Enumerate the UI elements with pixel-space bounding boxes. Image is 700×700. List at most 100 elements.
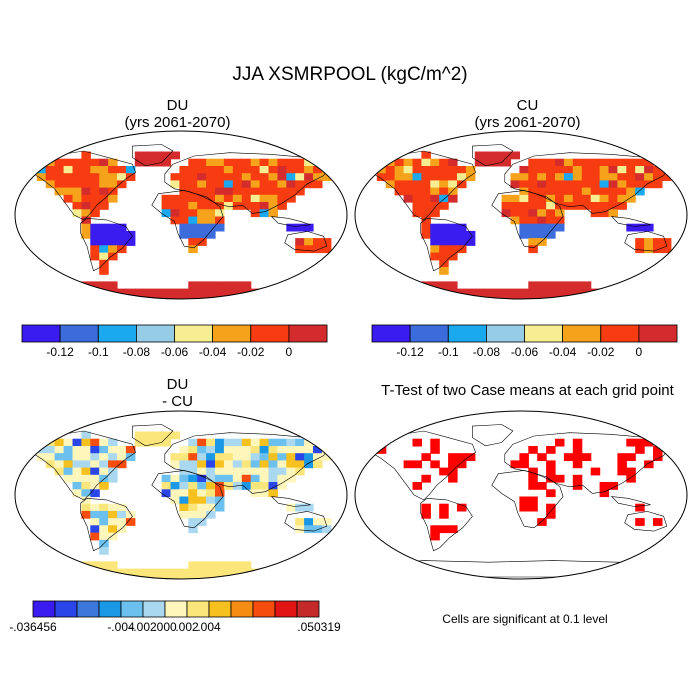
map-cell bbox=[108, 245, 118, 254]
map-cell bbox=[90, 568, 100, 577]
colorbar-tick-label: -0.1 bbox=[88, 345, 109, 359]
map-cell bbox=[188, 438, 198, 447]
map-cell bbox=[519, 230, 529, 239]
map-cell bbox=[555, 173, 565, 181]
map-cell bbox=[295, 238, 305, 246]
panel-diff-title: DU - CU bbox=[5, 376, 350, 410]
map-cell bbox=[465, 230, 476, 239]
map-cell bbox=[179, 187, 189, 196]
map-cell bbox=[555, 474, 565, 483]
map-cell bbox=[63, 194, 74, 203]
map-cell bbox=[125, 446, 136, 454]
map-cell bbox=[599, 158, 610, 167]
map-cell bbox=[90, 252, 100, 261]
map-cell bbox=[99, 223, 109, 232]
map-cell bbox=[143, 288, 154, 297]
map-cell bbox=[330, 568, 341, 577]
colorbar-swatch bbox=[524, 324, 564, 343]
map-cell bbox=[36, 453, 47, 461]
map-cell bbox=[412, 166, 422, 174]
map-cell bbox=[63, 180, 74, 189]
coastline-sa bbox=[420, 217, 473, 272]
map-cell bbox=[81, 202, 91, 210]
map-cell bbox=[161, 288, 172, 297]
map-panel-cu bbox=[359, 144, 687, 299]
map-cell bbox=[90, 561, 100, 570]
map-cell bbox=[599, 482, 610, 490]
map-cell bbox=[63, 438, 74, 447]
map-cell bbox=[321, 173, 332, 181]
map-cell bbox=[439, 510, 449, 519]
map-cell bbox=[197, 482, 207, 490]
map-cell bbox=[617, 158, 627, 167]
map-cell bbox=[385, 166, 396, 174]
map-cell bbox=[546, 194, 556, 203]
map-cell bbox=[510, 288, 520, 297]
map-cell bbox=[259, 446, 270, 454]
map-cell bbox=[197, 474, 207, 483]
map-cell bbox=[510, 173, 520, 181]
map-cell bbox=[448, 281, 458, 290]
map-cell bbox=[206, 223, 216, 232]
map-cell bbox=[295, 575, 305, 579]
map-cell bbox=[206, 288, 216, 297]
map-cell bbox=[339, 568, 347, 577]
map-cell bbox=[528, 482, 538, 490]
map-cell bbox=[188, 209, 198, 218]
map-cell bbox=[215, 489, 225, 498]
map-cell bbox=[626, 467, 636, 476]
map-cell bbox=[528, 496, 538, 505]
map-cell bbox=[232, 474, 243, 483]
map-cell bbox=[19, 568, 29, 577]
map-cell bbox=[304, 568, 314, 577]
map-cell bbox=[250, 453, 261, 461]
map-cell bbox=[304, 575, 314, 579]
map-cell bbox=[430, 166, 440, 174]
map-cell bbox=[537, 180, 547, 189]
map-cell bbox=[295, 180, 305, 189]
map-cell bbox=[99, 194, 109, 203]
map-cell bbox=[572, 453, 583, 461]
map-cell bbox=[321, 518, 332, 526]
map-cell bbox=[54, 460, 65, 469]
map-cell bbox=[45, 288, 56, 297]
map-cell bbox=[215, 209, 225, 218]
map-cell bbox=[63, 474, 74, 483]
map-cell bbox=[161, 158, 172, 167]
map-cell bbox=[304, 238, 314, 246]
map-cell bbox=[430, 238, 440, 246]
map-cell bbox=[268, 295, 278, 299]
map-cell bbox=[563, 180, 574, 189]
map-cell bbox=[519, 496, 529, 505]
map-cell bbox=[81, 158, 91, 167]
map-cell bbox=[626, 453, 636, 461]
map-cell bbox=[125, 238, 136, 246]
map-cell bbox=[268, 482, 278, 490]
colorbar-swatch bbox=[371, 324, 411, 343]
colorbar-swatch bbox=[638, 324, 678, 343]
map-cell bbox=[250, 467, 261, 476]
map-cell bbox=[421, 216, 431, 225]
map-cell bbox=[117, 245, 127, 254]
map-cell bbox=[206, 453, 216, 461]
map-cell bbox=[277, 575, 287, 579]
map-cell bbox=[430, 525, 440, 534]
map-border-ttest bbox=[354, 410, 688, 580]
map-cell bbox=[528, 202, 538, 210]
map-cell bbox=[81, 474, 91, 483]
map-cell bbox=[72, 180, 82, 189]
map-cell bbox=[81, 460, 91, 469]
map-cell bbox=[304, 166, 314, 174]
map-cell bbox=[250, 166, 261, 174]
map-cell bbox=[330, 575, 341, 579]
map-cell bbox=[626, 158, 636, 167]
map-cell bbox=[563, 173, 574, 181]
map-cell bbox=[188, 503, 198, 512]
map-cell bbox=[188, 474, 198, 483]
map-cell bbox=[546, 187, 556, 196]
map-cell bbox=[590, 187, 601, 196]
map-cell bbox=[492, 158, 503, 167]
map-cell bbox=[206, 568, 216, 577]
map-cell bbox=[197, 460, 207, 469]
map-cell bbox=[430, 194, 440, 203]
